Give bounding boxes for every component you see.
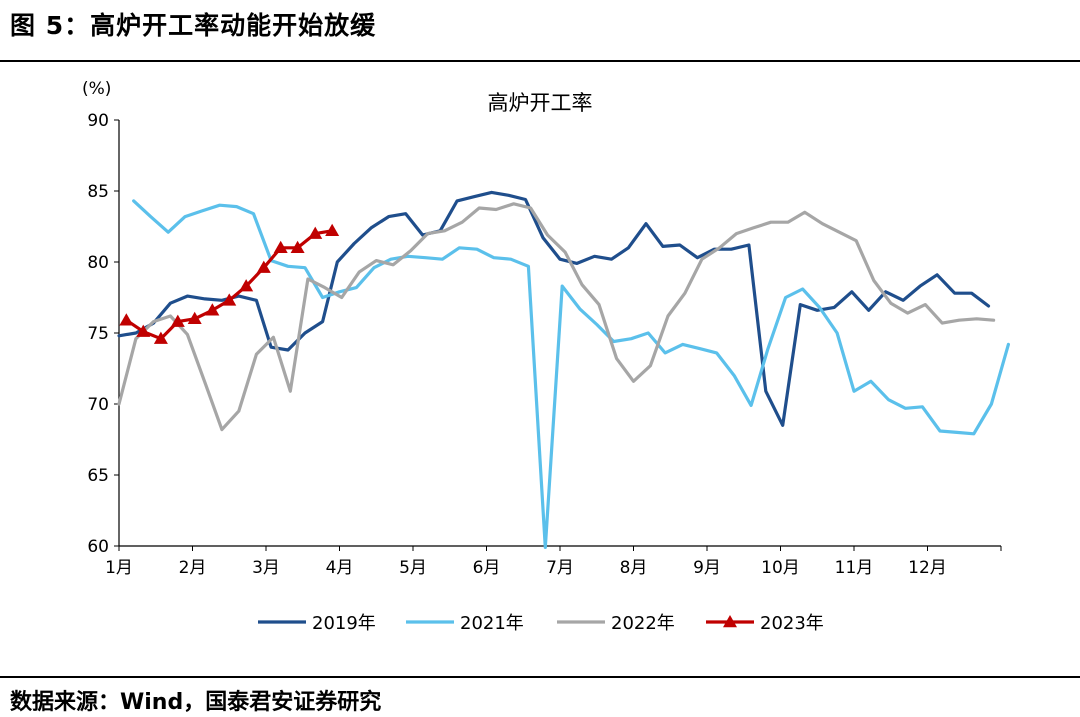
data-point [170,314,185,327]
x-tick-label: 2月 [179,558,207,578]
x-tick-label: 9月 [693,558,721,578]
data-point [187,311,202,325]
y-tick-label: 65 [87,466,109,486]
top-rule [0,60,1080,62]
legend-item: 2021年 [406,613,524,634]
data-point [239,279,254,292]
series-layer [117,190,1011,549]
data-point [290,240,305,254]
legend-label: 2019年 [312,613,376,634]
source-note: 数据来源：Wind，国泰君安证券研究 [10,690,382,715]
legend-item: 2022年 [557,613,675,634]
x-tick-label: 7月 [546,558,574,578]
y-tick-label: 70 [87,395,109,415]
x-tick-label: 6月 [473,558,501,578]
chart-title: 高炉开工率 [488,91,593,115]
series-2022年 [117,202,996,432]
data-point [136,324,151,337]
data-point [256,260,271,273]
legend-item: 2023年 [706,613,824,634]
y-tick-label: 75 [87,324,109,344]
y-tick-label: 60 [87,537,109,557]
data-point [222,293,237,306]
legend-label: 2023年 [760,613,824,634]
legend-label: 2021年 [460,613,524,634]
line-chart: (%) 高炉开工率 60 65 70 75 80 85 90 1月 2月 3月 4月 5月 6月 7月 8月… [82,79,1011,634]
data-point [325,223,340,237]
legend-label: 2022年 [611,613,675,634]
x-tick-label: 12月 [908,558,947,578]
x-tick-label: 3月 [252,558,280,578]
y-tick-label: 90 [87,111,109,131]
bottom-rule [0,676,1080,678]
legend: 2019年 2021年 2022年 2023年 [258,613,824,634]
series-2023年 [119,223,340,344]
y-unit-label: (%) [82,79,111,99]
figure-title: 图 5：高炉开工率动能开始放缓 [10,11,377,40]
data-point [119,313,134,326]
x-tick-label: 11月 [835,558,874,578]
data-point [205,303,220,316]
series-line [117,202,996,432]
series-2021年 [132,199,1011,549]
x-tick-label: 8月 [620,558,648,578]
y-tick-label: 80 [87,253,109,273]
series-2019年 [117,190,991,427]
x-tick-label: 5月 [399,558,427,578]
legend-marker [723,615,737,628]
data-point [153,331,168,344]
x-tick-label: 4月 [326,558,354,578]
series-line [132,199,1011,549]
x-tick-label: 10月 [761,558,800,578]
y-tick-label: 85 [87,182,109,202]
data-point [308,226,323,239]
legend-item: 2019年 [258,613,376,634]
series-line [117,190,991,427]
x-tick-label: 1月 [105,558,133,578]
data-point [273,240,288,254]
axes: 60 65 70 75 80 85 90 1月 2月 3月 4月 5月 6月 7月 8月 9月 10月 11月 12… [87,111,1002,578]
